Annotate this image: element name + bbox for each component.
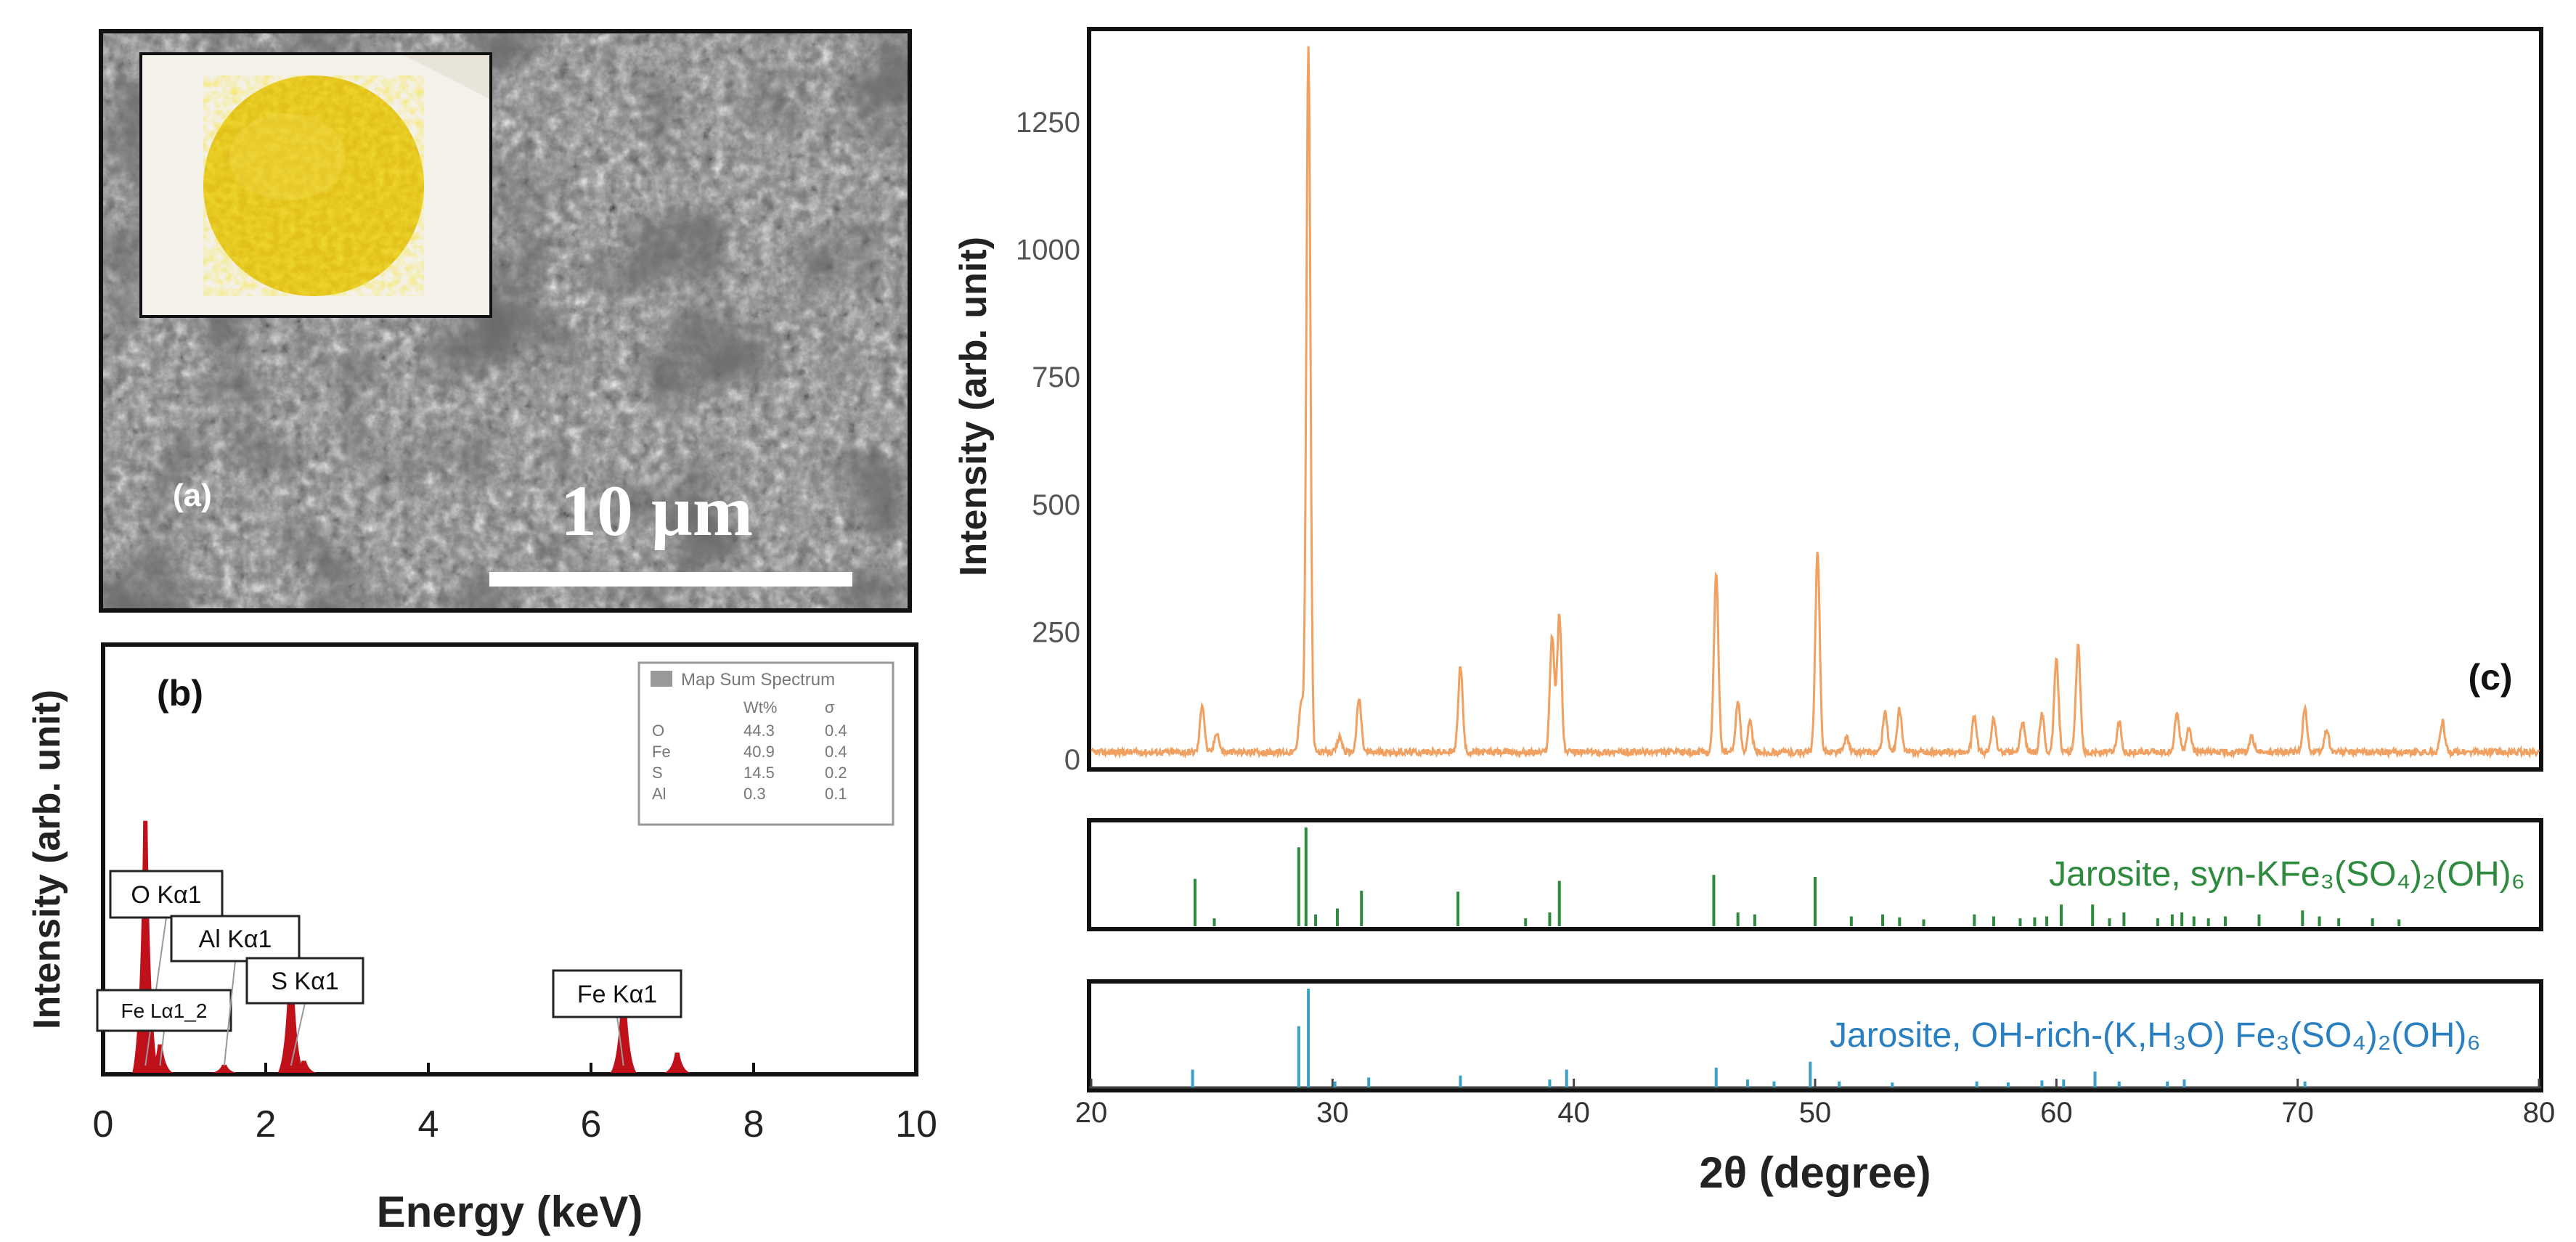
xrd-x-axis-label: 2θ (degree): [1699, 1148, 1931, 1197]
xrd-x-tick-label: 20: [1075, 1097, 1108, 1129]
eds-x-tick-label: 10: [895, 1103, 937, 1145]
panel-c-label: (c): [2468, 657, 2512, 698]
legend-row-wt: 0.3: [743, 785, 766, 803]
eds-plot-frame: [101, 642, 918, 1076]
xrd-y-axis-label: Intensity (arb. unit): [953, 237, 995, 576]
legend-row-wt: 40.9: [743, 743, 775, 761]
legend-row-wt: 44.3: [743, 722, 775, 740]
xrd-x-tick-label: 50: [1799, 1097, 1832, 1129]
eds-annotation-label: O Kα1: [131, 881, 201, 909]
xrd-y-tick-label: 1250: [1016, 107, 1080, 139]
xrd-x-tick-label: 80: [2523, 1097, 2556, 1129]
eds-annotation-label: S Kα1: [271, 968, 338, 995]
xrd-x-tick-label: 40: [1557, 1097, 1590, 1129]
eds-x-axis-label: Energy (keV): [377, 1188, 643, 1236]
legend-col-sigma: σ: [825, 698, 835, 716]
panel-a-label: (a): [173, 478, 212, 513]
ref2-label: Jarosite, OH-rich-(K,H₃O) Fe₃(SO₄)₂(OH)₆: [1830, 1016, 2481, 1055]
legend-row-element: O: [652, 722, 664, 740]
xrd-x-tick-label: 70: [2281, 1097, 2314, 1129]
panel-b-label: (b): [157, 673, 203, 714]
xrd-y-tick-label: 1000: [1016, 234, 1080, 266]
ref1-plot-frame: [1087, 818, 2543, 931]
xrd-y-tick-label: 500: [1032, 489, 1080, 521]
xrd-x-tick-label: 60: [2040, 1097, 2073, 1129]
eds-annotation-box: [109, 870, 224, 919]
legend-row-element: Al: [652, 785, 667, 803]
xrd-series-line: [1091, 46, 2540, 760]
legend-row-sigma: 0.1: [825, 785, 847, 803]
eds-annotation-box: [245, 957, 364, 1005]
legend-row-sigma: 0.2: [825, 764, 847, 782]
eds-annotation-box: [96, 989, 232, 1032]
eds-peak: [211, 1064, 237, 1073]
legend-row-element: S: [652, 764, 663, 782]
eds-annotation-label: Fe Lα1_2: [121, 1000, 208, 1022]
eds-y-axis-label: Intensity (arb. unit): [26, 690, 68, 1029]
legend-col-wt: Wt%: [743, 698, 777, 716]
legend-swatch: [651, 671, 672, 687]
eds-peak: [664, 1053, 690, 1073]
eds-legend: Map Sum Spectrum Wt% σ O 44.3 0.4 Fe 40.…: [637, 661, 894, 826]
xrd-x-tick-label: 30: [1316, 1097, 1349, 1129]
eds-annotation-leader: [290, 1002, 306, 1066]
legend-row-sigma: 0.4: [825, 743, 847, 761]
sem-image-panel: (a) 10 μm: [99, 29, 912, 613]
xrd-y-tick-label: 250: [1032, 616, 1080, 648]
eds-peak: [132, 820, 159, 1073]
eds-annotation-leader: [223, 960, 236, 1066]
eds-annotation-box: [552, 969, 682, 1018]
eds-annotation-label: Al Kα1: [199, 926, 272, 953]
legend-row-wt: 14.5: [743, 764, 775, 782]
legend-row-element: Fe: [652, 743, 671, 761]
eds-x-tick-label: 2: [256, 1103, 277, 1145]
legend-row-sigma: 0.4: [825, 722, 847, 740]
eds-x-tick-label: 4: [418, 1103, 439, 1145]
yellow-powder-pellet: [142, 55, 489, 315]
ref2-plot-frame: [1087, 979, 2543, 1092]
eds-peak: [610, 987, 637, 1073]
eds-annotation-leader: [616, 1016, 624, 1066]
eds-x-tick-label: 0: [93, 1103, 114, 1145]
eds-peak: [147, 1044, 174, 1073]
eds-annotation-box: [170, 915, 301, 963]
scale-bar: [489, 572, 852, 587]
eds-annotation-leader: [159, 1030, 165, 1066]
eds-annotation-label: Fe Kα1: [577, 981, 657, 1008]
eds-chart: Intensity (arb. unit) Energy (keV) (b) 0…: [26, 642, 937, 1236]
eds-x-tick-label: 6: [581, 1103, 602, 1145]
legend-title: Map Sum Spectrum: [681, 670, 835, 690]
xrd-plot-frame: [1087, 27, 2543, 772]
ref1-label: Jarosite, syn-KFe₃(SO₄)₂(OH)₆: [2049, 855, 2525, 894]
eds-peak: [277, 959, 304, 1073]
xrd-y-tick-label: 750: [1032, 361, 1080, 393]
sample-photo-inset: [139, 52, 492, 318]
xrd-y-tick-label: 0: [1064, 744, 1080, 776]
scale-bar-label: 10 μm: [561, 470, 753, 551]
eds-peak: [290, 1061, 317, 1073]
eds-x-tick-label: 8: [743, 1103, 765, 1145]
